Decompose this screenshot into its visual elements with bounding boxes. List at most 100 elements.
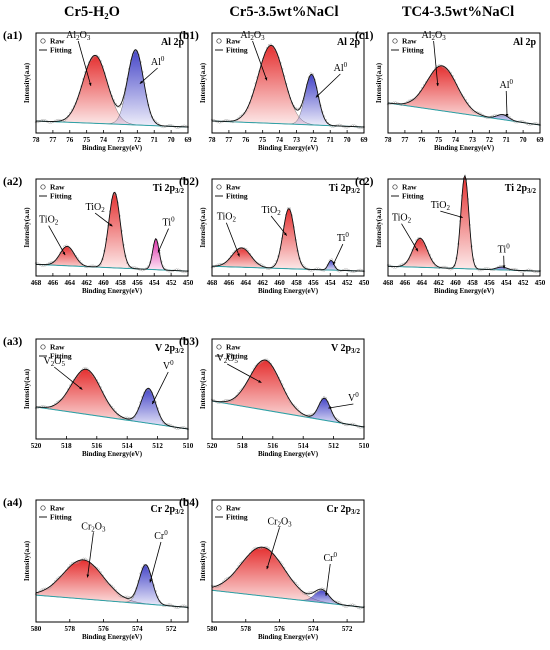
- legend-raw-label: Raw: [226, 37, 241, 46]
- raw-point: [338, 601, 341, 604]
- x-tick-label: 454: [325, 279, 336, 287]
- raw-point: [51, 582, 55, 586]
- raw-point: [298, 587, 301, 590]
- legend-raw-label: Raw: [226, 504, 241, 513]
- x-tick-label: 460: [450, 279, 461, 287]
- peak-annotation: V2​O5​: [44, 356, 66, 368]
- raw-point: [248, 552, 252, 555]
- peak-annotation: Al0​: [334, 61, 348, 74]
- annotation-arrowhead: [264, 77, 268, 81]
- x-tick-label: 458: [291, 279, 302, 287]
- annotation-arrowhead: [459, 215, 463, 219]
- plot-frame: [35, 338, 189, 440]
- legend-raw-label: Raw: [402, 183, 417, 192]
- x-tick-label: 73: [117, 136, 125, 144]
- column-title-3: TC4-3.5wt%NaCl: [402, 4, 514, 20]
- y-axis-label: Intensity(a.u): [375, 62, 383, 103]
- raw-point: [343, 605, 347, 608]
- panels-group: 78 77 76 75 74 73 72 71 70 69 Binding Energy(eV) In…: [3, 30, 546, 641]
- raw-point: [67, 115, 70, 118]
- x-tick-label: 454: [501, 279, 512, 287]
- annotation-arrowhead: [139, 80, 143, 84]
- raw-point: [183, 604, 186, 607]
- y-axis-label: Intensity(a.u): [23, 368, 31, 409]
- x-tick-label: 77: [401, 136, 409, 144]
- x-tick-label: 78: [33, 136, 41, 144]
- x-tick-label: 72: [486, 136, 494, 144]
- peak-annotation: TiO2​: [392, 213, 412, 225]
- x-tick-label: 78: [385, 136, 393, 144]
- x-tick-label: 74: [100, 136, 108, 144]
- x-tick-label: 510: [359, 442, 370, 450]
- raw-point: [84, 557, 87, 560]
- raw-point: [535, 122, 538, 125]
- x-tick-label: 73: [293, 136, 301, 144]
- legend-raw-label: Raw: [226, 183, 241, 192]
- plot-frame: [35, 178, 189, 277]
- x-axis-label: Binding Energy(eV): [258, 633, 319, 641]
- raw-point: [351, 603, 354, 606]
- peak-annotation: TiO2​: [85, 202, 105, 214]
- x-tick-label: 468: [207, 279, 218, 287]
- legend-raw-label: Raw: [50, 183, 65, 192]
- panel-label: (a3): [3, 336, 22, 348]
- x-tick-label: 454: [149, 279, 160, 287]
- x-tick-label: 462: [257, 279, 268, 287]
- legend-fit-label: Fitting: [402, 46, 424, 55]
- x-tick-label: 458: [467, 279, 478, 287]
- x-tick-label: 452: [518, 279, 529, 287]
- x-axis-label: Binding Energy(eV): [82, 287, 143, 295]
- raw-point: [235, 394, 238, 397]
- x-tick-label: 574: [308, 625, 319, 633]
- x-tick-label: 76: [242, 136, 250, 144]
- annotation-arrowhead: [415, 248, 418, 252]
- annotation-arrow: [227, 363, 262, 383]
- legend-raw-marker: [40, 505, 46, 511]
- annotation-arrowhead: [324, 592, 328, 596]
- fitting-envelope: [387, 174, 541, 272]
- x-tick-label: 452: [342, 279, 353, 287]
- y-axis-label: Intensity(a.u): [23, 540, 31, 581]
- plot-frame: [211, 338, 365, 440]
- xps-panel-6: 520 518 516 514 512 510 Binding Energy(eV) Inte…: [3, 336, 194, 458]
- legend-raw-marker: [40, 38, 46, 44]
- legend-raw-label: Raw: [402, 37, 417, 46]
- x-tick-label: 578: [241, 625, 252, 633]
- raw-point: [359, 268, 362, 271]
- raw-point: [277, 559, 280, 562]
- legend-fit-label: Fitting: [402, 192, 424, 201]
- x-tick-label: 468: [383, 279, 394, 287]
- x-tick-label: 71: [151, 136, 159, 144]
- column-title-1: Cr5-H₂O: [64, 4, 120, 20]
- raw-point: [309, 591, 312, 594]
- fitting-envelope: [211, 208, 365, 272]
- element-label: Cr 2p3/2: [327, 504, 361, 516]
- background-line: [35, 263, 189, 272]
- raw-point: [351, 270, 354, 274]
- panel-label: (c1): [355, 30, 374, 42]
- legend-raw-marker: [392, 184, 398, 190]
- raw-point: [42, 405, 45, 408]
- annotation-arrow: [505, 90, 508, 117]
- annotation-arrow: [433, 40, 439, 87]
- x-tick-label: 78: [209, 136, 217, 144]
- annotation-arrowhead: [333, 261, 336, 265]
- peak-annotation: Al0​: [499, 78, 513, 91]
- raw-point: [485, 267, 488, 270]
- element-label: Al 2p: [513, 37, 537, 48]
- peak-annotation: V2​O5​: [216, 353, 238, 365]
- x-tick-label: 510: [183, 442, 194, 450]
- background-line: [35, 406, 189, 430]
- x-tick-label: 74: [276, 136, 284, 144]
- raw-point: [394, 101, 397, 104]
- x-tick-label: 69: [537, 136, 545, 144]
- peak-annotation: Ti0​: [498, 243, 511, 256]
- raw-point: [357, 606, 360, 610]
- annotation-arrow: [48, 225, 66, 256]
- annotation-arrowhead: [237, 253, 240, 257]
- legend-fit-label: Fitting: [50, 46, 72, 55]
- xps-panel-1: 78 77 76 75 74 73 72 71 70 69 Binding Energy(eV) In…: [179, 30, 368, 152]
- annotation-arrowhead: [109, 223, 113, 227]
- fitting-envelope: [35, 368, 189, 430]
- background-line: [211, 400, 365, 428]
